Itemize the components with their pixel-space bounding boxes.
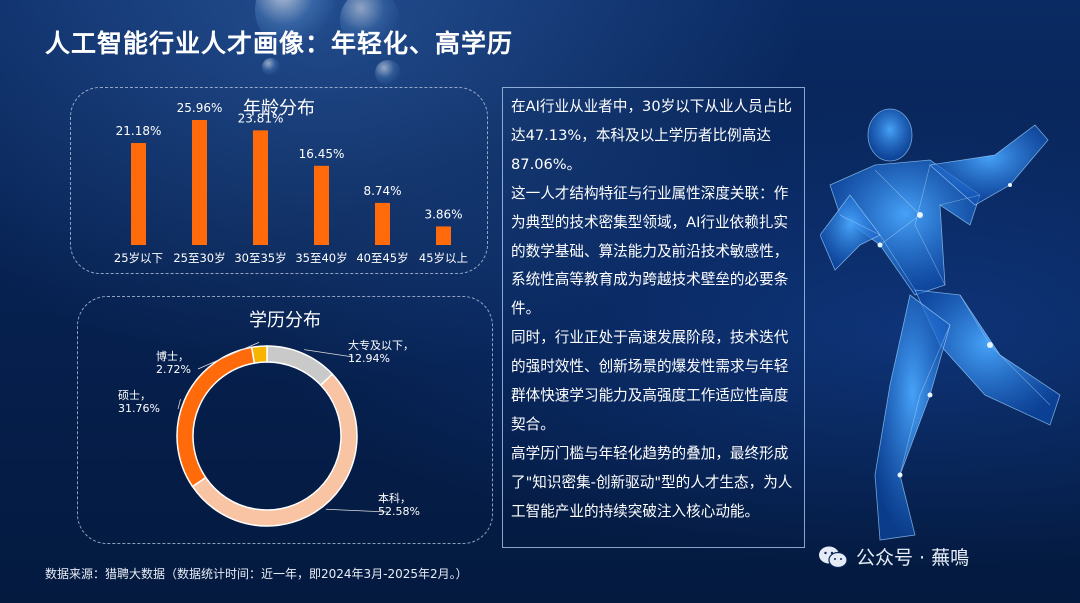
description-paragraph: 在AI行业从业者中，30岁以下从业人员占比达47.13%，本科及以上学历者比例高… (511, 98, 792, 173)
description-box: 在AI行业从业者中，30岁以下从业人员占比达47.13%，本科及以上学历者比例高… (502, 87, 805, 548)
donut-slice-value: 2.72% (156, 363, 191, 376)
bar (253, 130, 268, 245)
bar-value-label: 3.86% (424, 207, 462, 221)
donut-leader-line (325, 508, 389, 513)
page-title: 人工智能行业人才画像：年轻化、高学历 (45, 29, 514, 58)
donut-slice-name: 大专及以下， (348, 338, 414, 352)
education-distribution-panel: 学历分布 大专及以下， 12.94% 本科， 52.58% 硕士， 31.76% 博士， 2.… (77, 296, 493, 544)
description-paragraph: 同时，行业正处于高速发展阶段，技术迭代的强时效性、创新场景的爆发性需求与年轻群体… (511, 329, 789, 433)
donut-slice (250, 345, 268, 364)
donut-slice (191, 373, 358, 527)
education-panel-title: 学历分布 (249, 310, 321, 331)
donut-slice-name: 硕士， (118, 389, 151, 402)
donut-slice-value: 12.94% (348, 352, 390, 365)
watermark: 公众号 · 蕪鳴 (818, 543, 969, 570)
bar (314, 165, 329, 245)
bar-value-label: 21.18% (116, 124, 162, 138)
donut-slice-name: 博士， (156, 350, 189, 363)
bubble-decoration (340, 0, 400, 50)
bar-category-label: 30至35岁 (234, 251, 286, 265)
donut-slice (266, 345, 334, 387)
bar-category-label: 35至40岁 (295, 251, 347, 265)
bubble-decoration (375, 60, 401, 86)
bar (192, 120, 207, 245)
donut-slice-value: 52.58% (378, 505, 420, 518)
bar (375, 202, 390, 245)
description-paragraph: 高学历门槛与年轻化趋势的叠加，最终形成了"知识密集-创新驱动"型的人才生态，为人… (511, 444, 793, 520)
donut-slice-name: 本科， (378, 491, 411, 505)
bar-value-label: 23.81% (238, 111, 284, 125)
donut-leader-line (197, 341, 260, 370)
donut-leader-line (177, 399, 181, 410)
age-bar-chart: 21.18% 25岁以下 25.96% 25至30岁 23.81% 30至35岁 16.45… (114, 101, 468, 265)
bar-category-label: 40至45岁 (356, 251, 408, 265)
data-source-note: 数据来源：猎聘大数据（数据统计时间：近一年，即2024年3月-2025年2月。） (45, 567, 468, 581)
bar-value-label: 16.45% (299, 147, 345, 161)
bar (131, 143, 146, 245)
age-panel-title: 年龄分布 (243, 98, 315, 119)
bar-value-label: 25.96% (177, 101, 223, 115)
donut-slice-value: 31.76% (118, 402, 160, 415)
age-distribution-panel: 年龄分布 21.18% 25岁以下 25.96% 25至30岁 23.81% 30至35岁… (70, 87, 488, 274)
bar-category-label: 25至30岁 (173, 251, 225, 265)
runner-illustration (820, 108, 1061, 541)
bubble-decoration (262, 58, 280, 76)
education-donut-chart: 大专及以下，12.94% 本科，52.58% 硕士，31.76% 博士，2.72% (118, 338, 420, 527)
bar-value-label: 8.74% (363, 184, 401, 198)
watermark-text: 公众号 · 蕪鳴 (856, 547, 970, 569)
bar-category-label: 25岁以下 (114, 251, 163, 265)
wechat-icon (818, 545, 848, 569)
donut-leader-line (304, 349, 354, 358)
bar-category-label: 45岁以上 (419, 251, 468, 265)
description-paragraph: 这一人才结构特征与行业属性深度关联：作为典型的技术密集型领域，AI行业依赖扎实的… (511, 184, 789, 318)
bar (436, 226, 451, 245)
